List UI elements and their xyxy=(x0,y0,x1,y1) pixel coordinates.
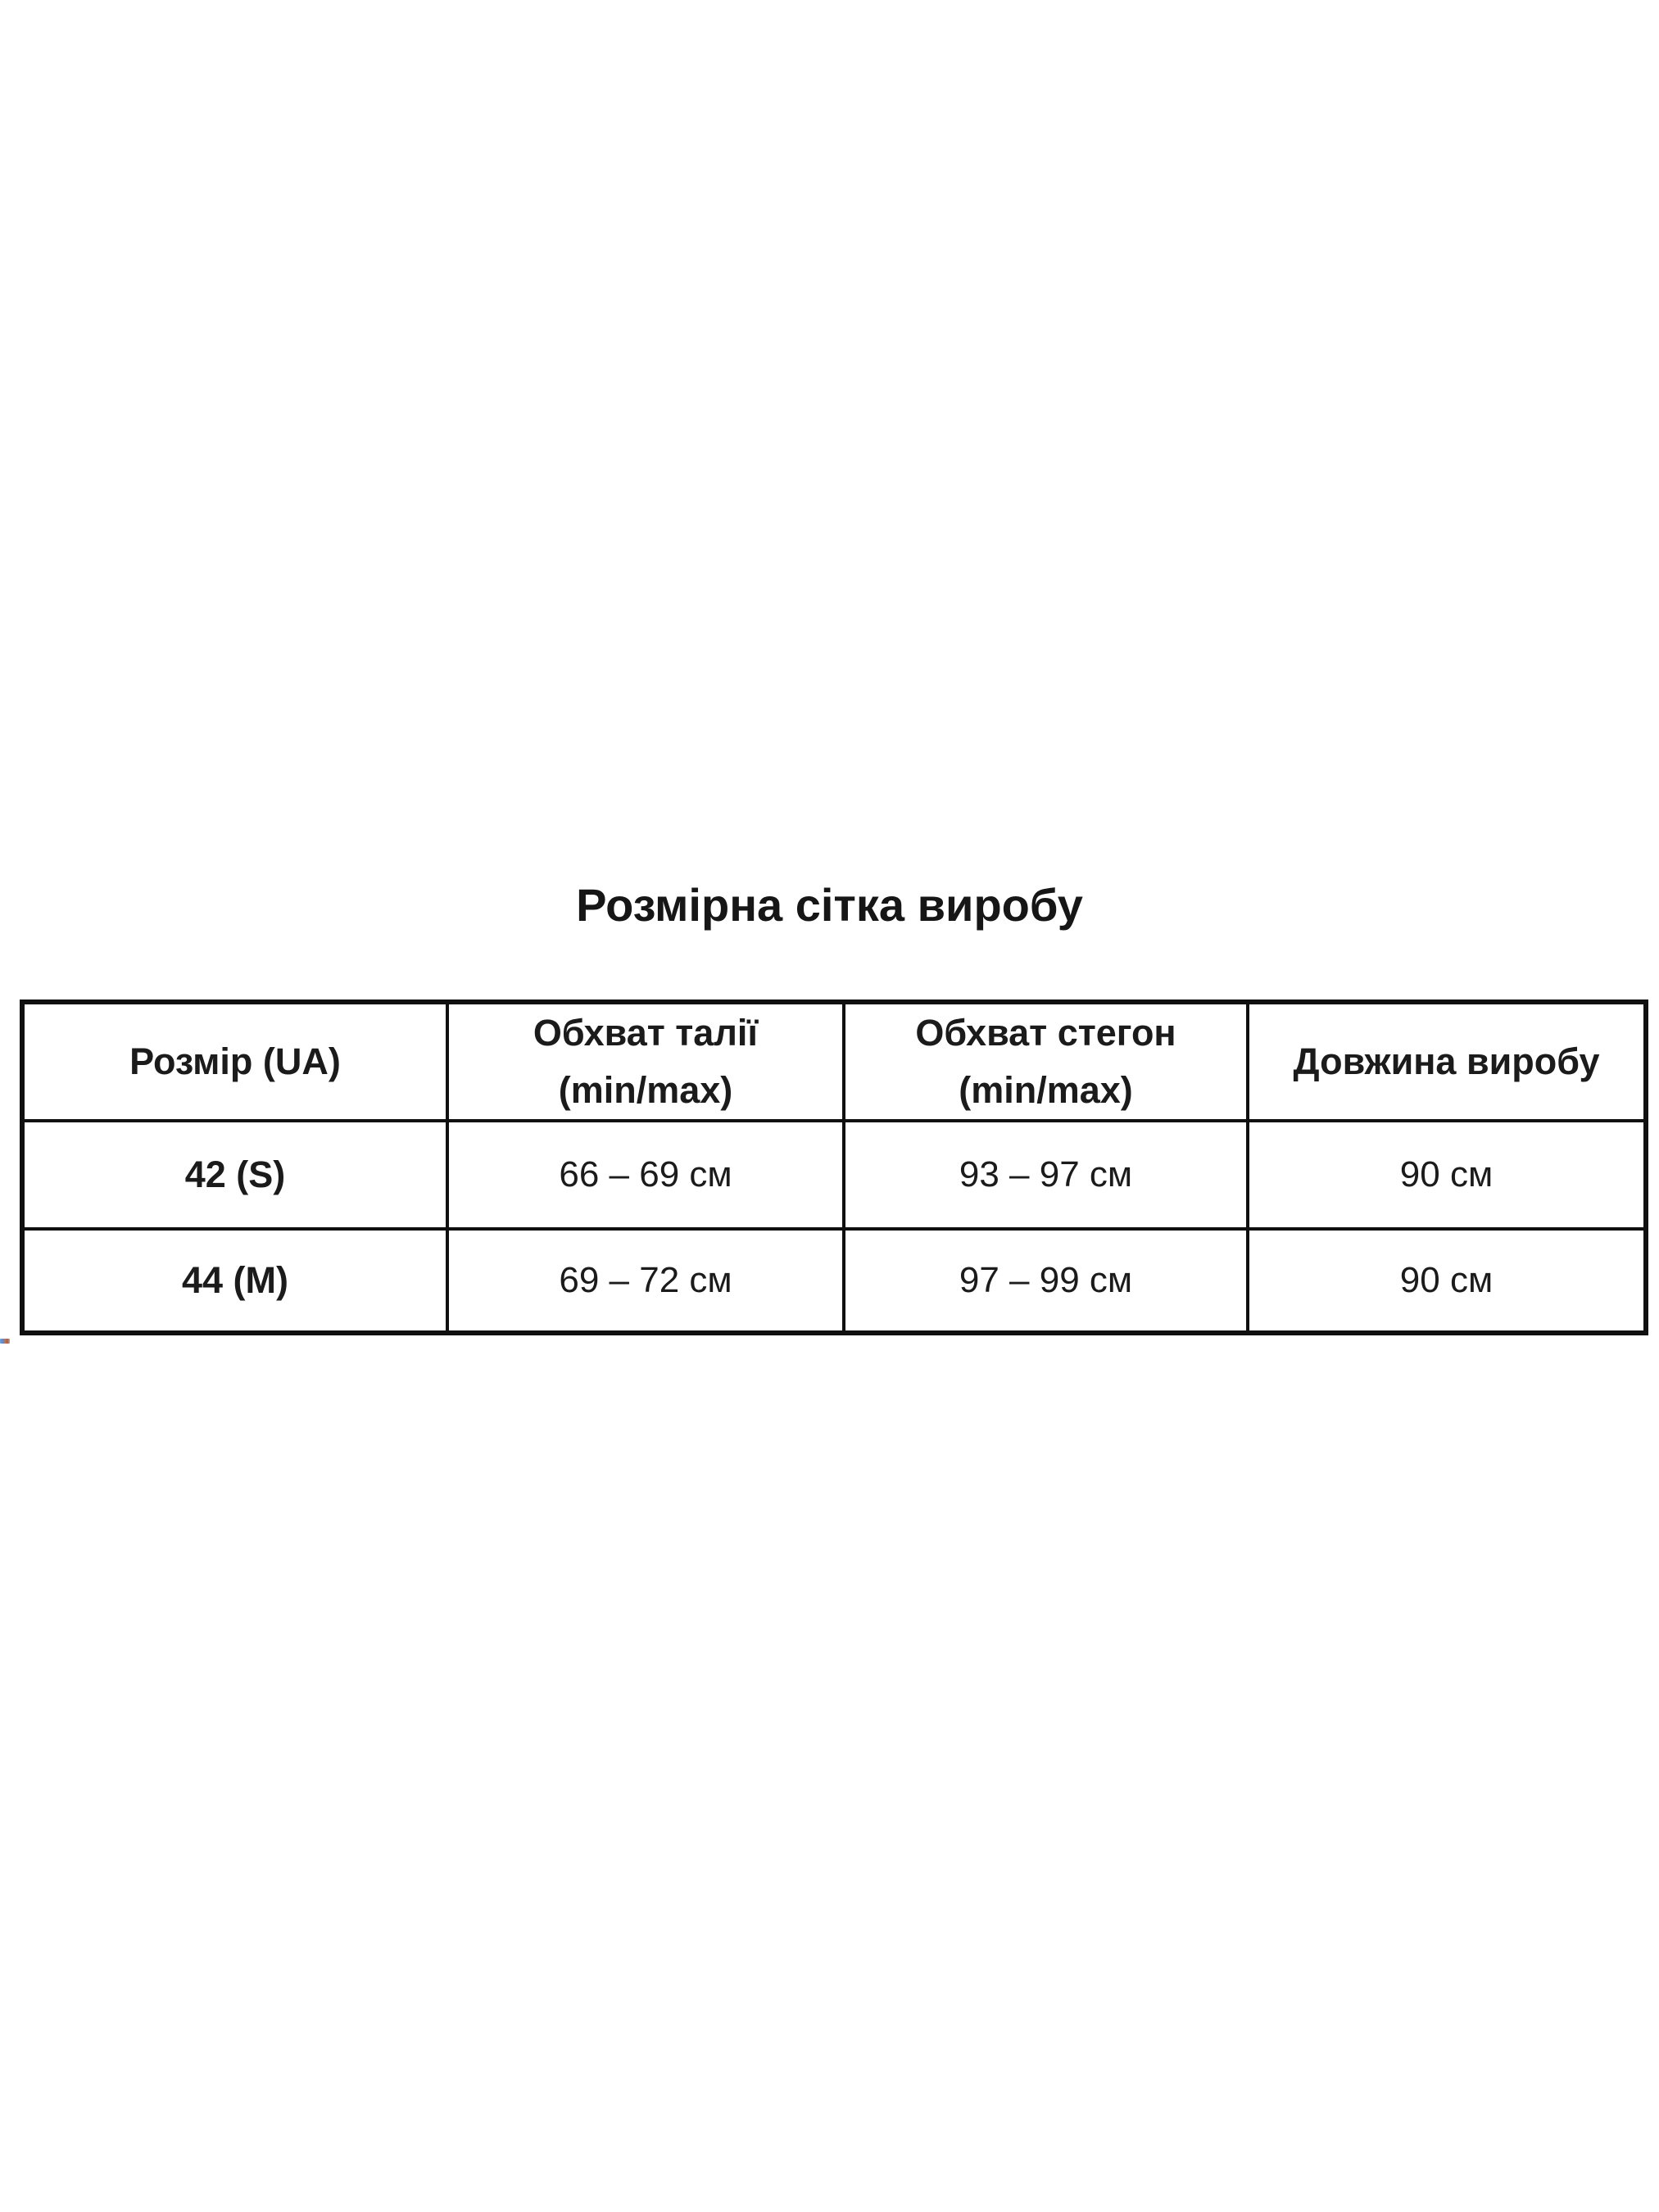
table-row: 44 (M) 69 – 72 см 97 – 99 см 90 см xyxy=(20,1226,1648,1335)
cell-waist-42: 66 – 69 см xyxy=(446,1118,845,1231)
size-chart-title: Розмірна сітка виробу xyxy=(576,879,1083,931)
header-size: Розмір (UA) xyxy=(20,1000,449,1122)
header-length: Довжина виробу xyxy=(1246,1000,1648,1122)
header-size-line1: Розмір (UA) xyxy=(129,1040,341,1082)
cell-length-42: 90 см xyxy=(1246,1118,1648,1231)
header-waist-line1: Обхват талії xyxy=(533,1012,759,1054)
table-row: 42 (S) 66 – 69 см 93 – 97 см 90 см xyxy=(20,1118,1648,1231)
header-waist-line2: (min/max) xyxy=(558,1068,733,1111)
edge-artifact xyxy=(0,1339,10,1344)
cell-size-42: 42 (S) xyxy=(20,1118,449,1231)
table-header-row: Розмір (UA) Обхват талії (min/max) Обхва… xyxy=(20,1000,1648,1122)
cell-size-44: 44 (M) xyxy=(20,1226,449,1335)
header-hips-line2: (min/max) xyxy=(959,1068,1133,1111)
cell-hips-44: 97 – 99 см xyxy=(842,1226,1249,1335)
header-waist: Обхват талії (min/max) xyxy=(446,1000,845,1122)
header-hips: Обхват стегон (min/max) xyxy=(842,1000,1249,1122)
header-hips-line1: Обхват стегон xyxy=(915,1012,1176,1054)
size-table: Розмір (UA) Обхват талії (min/max) Обхва… xyxy=(20,999,1648,1335)
header-length-line1: Довжина виробу xyxy=(1293,1040,1600,1082)
cell-length-44: 90 см xyxy=(1246,1226,1648,1335)
cell-waist-44: 69 – 72 см xyxy=(446,1226,845,1335)
cell-hips-42: 93 – 97 см xyxy=(842,1118,1249,1231)
